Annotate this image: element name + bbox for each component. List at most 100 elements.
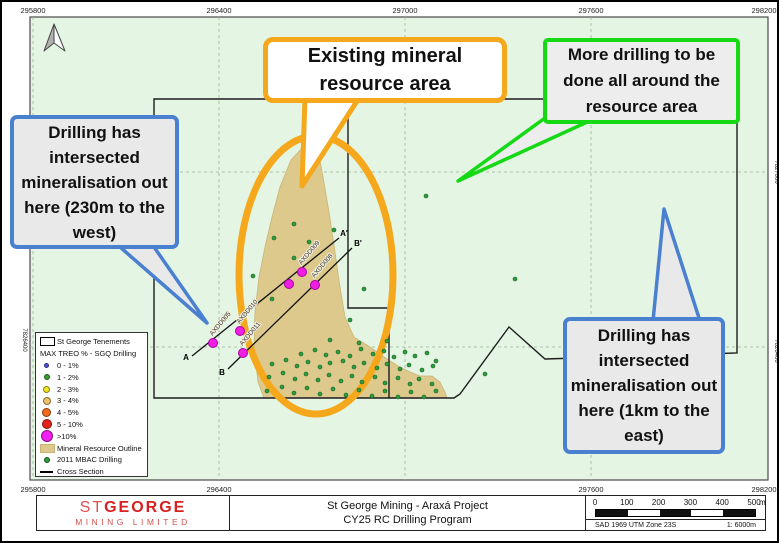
mbac-drill-hole — [312, 347, 318, 353]
scale-tick-label: 200 — [651, 498, 666, 507]
legend-label: >10% — [57, 431, 77, 441]
legend-symbol-line — [40, 470, 57, 473]
mbac-drill-hole — [429, 381, 435, 387]
mbac-drill-hole — [315, 377, 321, 383]
scale-tick-label: 400 — [715, 498, 729, 507]
coordinate-label-top: 297600 — [578, 6, 603, 15]
cross-section-line — [227, 247, 353, 370]
cross-section-line — [191, 237, 340, 357]
mbac-drill-hole — [330, 386, 336, 392]
legend-label: Cross Section — [57, 467, 104, 477]
mbac-drill-hole — [384, 361, 390, 367]
scale-tick-label: 300 — [683, 498, 698, 507]
mbac-drill-hole — [382, 380, 388, 386]
legend-item: 2 - 3% — [40, 383, 147, 395]
mbac-drill-hole — [408, 389, 414, 395]
legend-label: 2011 MBAC Drilling — [57, 455, 122, 465]
mbac-drill-hole — [347, 317, 353, 323]
legend-item: >10% — [40, 430, 147, 443]
mbac-drill-hole — [356, 387, 362, 393]
legend-symbol-dot — [40, 408, 57, 418]
coordinate-label-right: 7827000 — [773, 160, 779, 184]
mbac-drill-hole — [335, 349, 341, 355]
tenement-boundary — [347, 118, 390, 398]
legend-label: 5 - 10% — [57, 419, 83, 429]
legend-item: 4 - 5% — [40, 407, 147, 419]
mbac-drill-hole — [294, 363, 300, 369]
company-logo: STGEORGE MINING LIMITED — [37, 496, 230, 530]
mbac-drill-hole — [416, 376, 422, 382]
coordinate-label-right: 7826400 — [773, 339, 779, 363]
mbac-drill-hole — [349, 373, 355, 379]
mbac-drill-hole — [402, 349, 408, 355]
logo-wordmark: STGEORGE — [79, 498, 187, 516]
sgq-drill-hole — [208, 338, 218, 348]
mbac-drill-hole — [269, 361, 275, 367]
legend-symbol-dot — [40, 385, 57, 393]
coordinate-label-top: 297000 — [392, 6, 417, 15]
mbac-drill-hole — [372, 374, 378, 380]
legend-label: 2 - 3% — [57, 384, 79, 394]
coordinate-label-top: 295800 — [20, 6, 45, 15]
mbac-drill-hole — [358, 346, 364, 352]
mbac-drill-hole — [359, 379, 365, 385]
mbac-drill-hole — [412, 353, 418, 359]
mbac-drill-hole — [512, 276, 518, 282]
sgq-drill-hole — [284, 279, 294, 289]
mbac-drill-hole — [317, 391, 323, 397]
title-block: STGEORGE MINING LIMITED St George Mining… — [36, 495, 766, 531]
callout-more-drilling: More drilling to be done all around the … — [543, 38, 740, 124]
mbac-drill-hole — [384, 338, 390, 344]
legend-symbol-dot — [40, 396, 57, 405]
scale-ratio-label: 1: 6000m — [726, 522, 756, 529]
legend-symbol-rect-outline — [40, 337, 57, 347]
mbac-drill-hole — [361, 360, 367, 366]
mbac-drill-hole — [327, 360, 333, 366]
mbac-drill-hole — [291, 390, 297, 396]
legend-symbol-dot — [40, 419, 57, 430]
mbac-drill-hole — [406, 362, 412, 368]
scale-tick-label: 0 — [592, 498, 598, 507]
sgq-drill-hole — [235, 326, 245, 336]
mbac-drill-hole — [317, 364, 323, 370]
legend-item: Mineral Resource Outline — [40, 442, 147, 454]
cross-section-label: A — [183, 353, 189, 362]
coordinate-label-bottom: 296400 — [206, 485, 231, 494]
mbac-drill-hole — [421, 394, 427, 400]
mbac-drill-hole — [271, 235, 277, 241]
mbac-drill-hole — [382, 388, 388, 394]
legend-symbol-dot — [40, 362, 57, 368]
mbac-drill-hole — [291, 221, 297, 227]
mbac-drill-hole — [433, 388, 439, 394]
scale-bar-segment — [691, 510, 724, 516]
scale-bar-segment — [659, 510, 692, 516]
scale-tick-label: 500 — [747, 498, 761, 507]
callout-west-text: Drilling has intersected mineralisation … — [21, 122, 168, 242]
scale-divider — [586, 519, 765, 520]
coordinate-label-bottom: 297600 — [578, 485, 603, 494]
legend-item: 0 - 1% — [40, 360, 147, 372]
logo-st: ST — [79, 498, 105, 516]
mbac-drill-hole — [419, 367, 425, 373]
mbac-drill-hole — [407, 381, 413, 387]
mbac-drill-hole — [306, 239, 312, 245]
legend-item: 2011 MBAC Drilling — [40, 454, 147, 466]
scale-bar-segment — [723, 510, 755, 516]
legend-label: 0 - 1% — [57, 360, 79, 370]
datum-label: SAD 1969 UTM Zone 23S — [595, 522, 677, 529]
mbac-drill-hole — [283, 357, 289, 363]
legend-item: MAX TREO % - SGQ Drilling — [40, 348, 147, 360]
callout-east-mineralisation: Drilling has intersected mineralisation … — [563, 317, 725, 454]
legend-label: 3 - 4% — [57, 396, 79, 406]
legend-label: Mineral Resource Outline — [57, 443, 142, 453]
sgq-drill-hole — [238, 348, 248, 358]
mbac-drill-hole — [433, 358, 439, 364]
callout-existing-resource: Existing mineral resource area — [263, 37, 507, 103]
mbac-drill-hole — [326, 372, 332, 378]
cross-section-label: B' — [354, 239, 362, 248]
mbac-drill-hole — [264, 388, 270, 394]
mbac-drill-hole — [250, 273, 256, 279]
mbac-drill-hole — [397, 366, 403, 372]
cross-section-label: B — [219, 368, 225, 377]
legend-symbol-dot — [40, 430, 57, 443]
